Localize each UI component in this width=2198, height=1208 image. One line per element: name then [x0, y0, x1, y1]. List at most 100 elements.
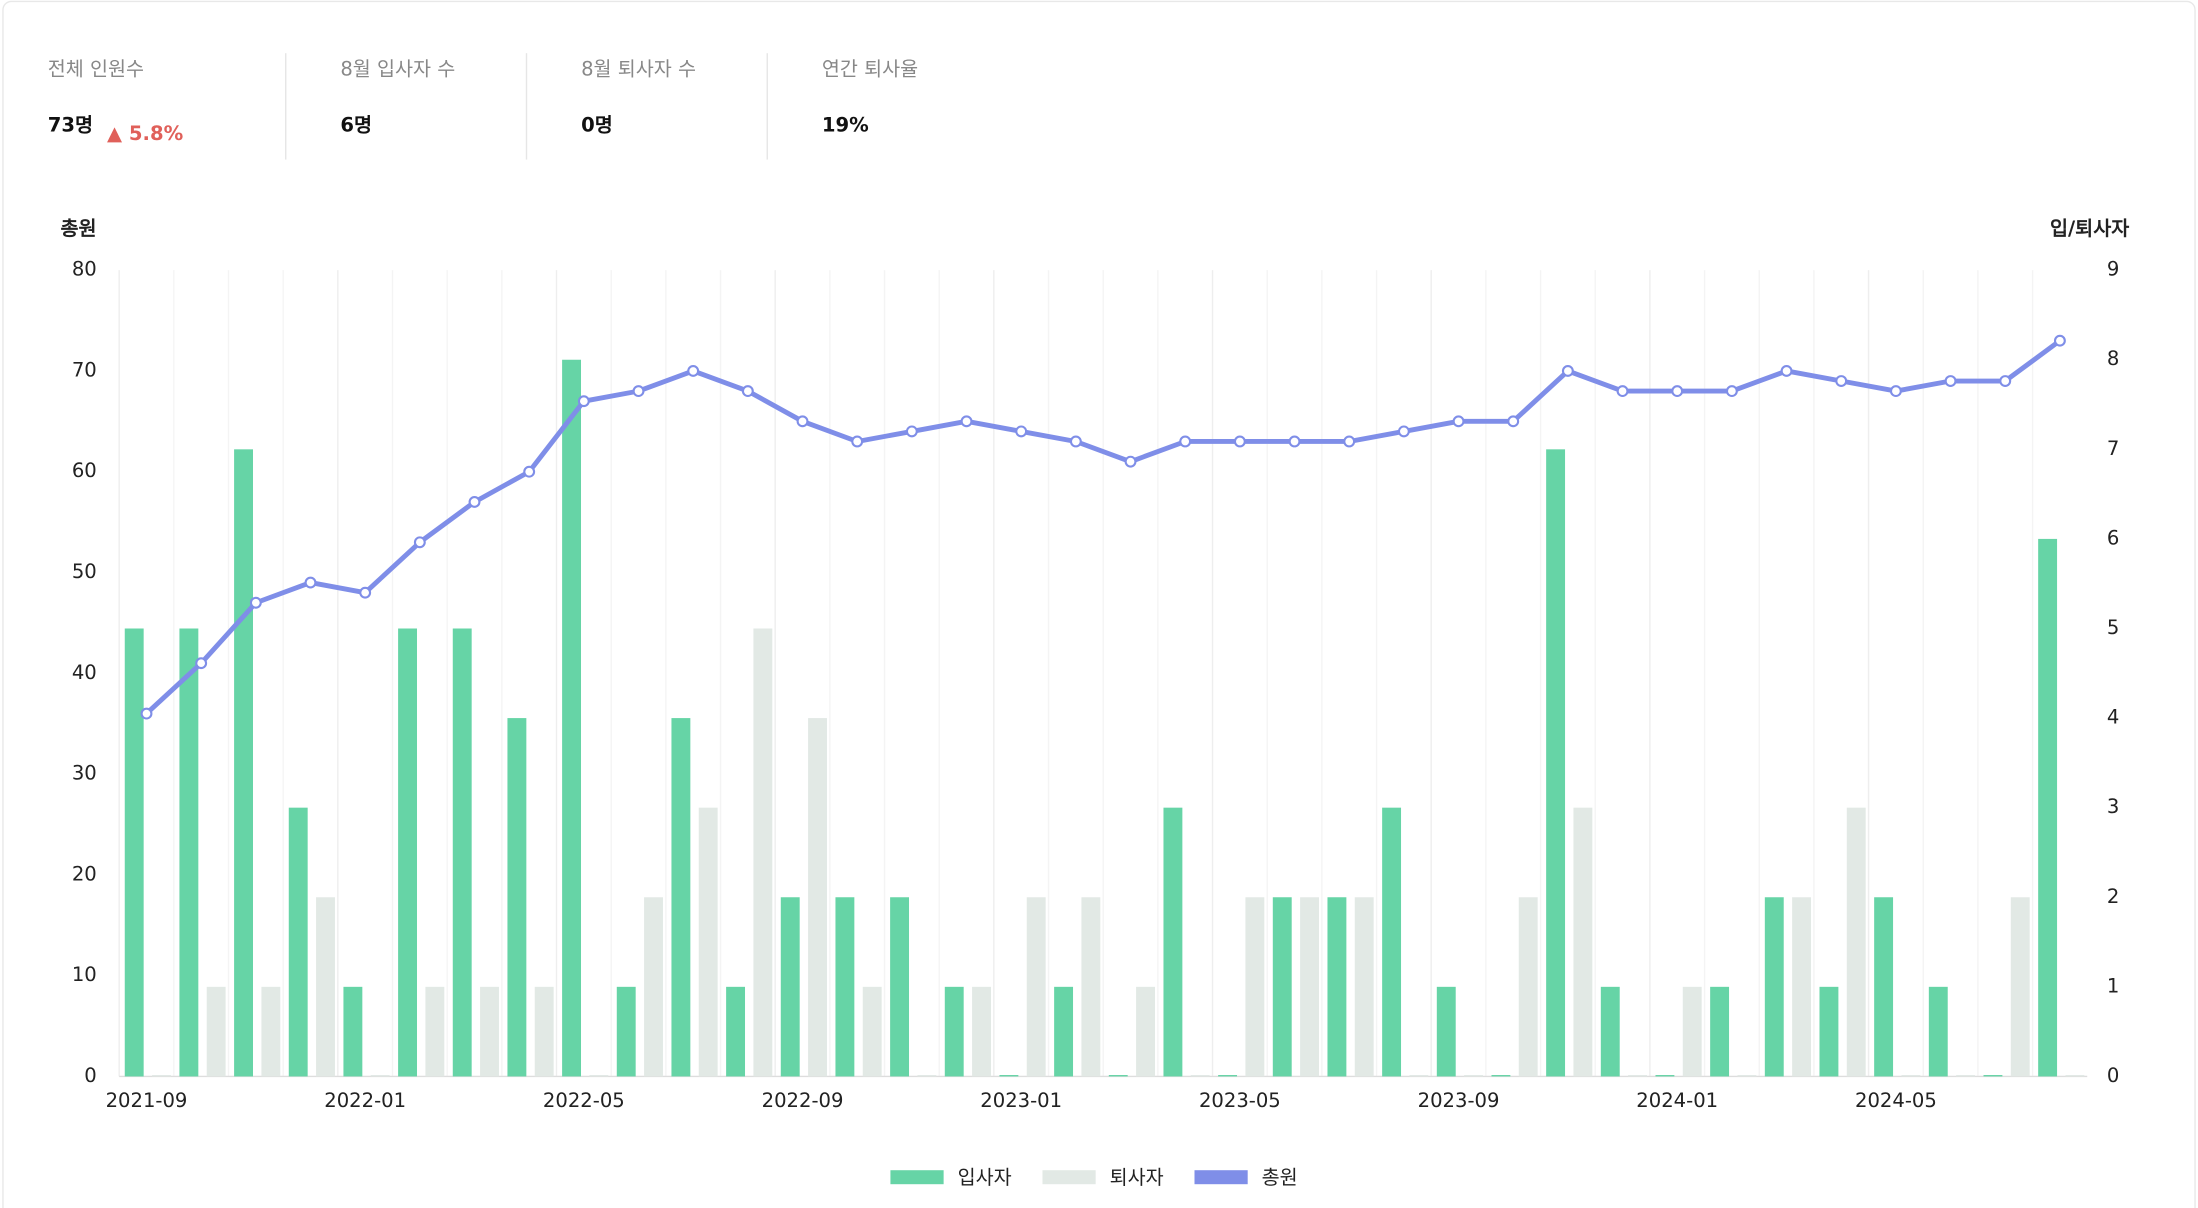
line-point	[249, 596, 262, 609]
stat-label: 8월 퇴사자 수	[581, 57, 696, 80]
bar	[1737, 1075, 1757, 1077]
bar	[1792, 897, 1812, 1077]
bar	[1464, 1075, 1484, 1077]
bar	[1218, 1075, 1238, 1077]
bar	[316, 897, 335, 1077]
x-tick-label: 2023-01	[980, 1089, 1062, 1112]
line-point	[1124, 455, 1137, 468]
legend-label: 총원	[1262, 1166, 1298, 1189]
bar	[1600, 986, 1620, 1077]
bar	[452, 628, 472, 1077]
x-tick-label: 2022-01	[324, 1089, 406, 1112]
bar	[671, 718, 691, 1077]
bar	[1819, 986, 1839, 1077]
line-point	[577, 395, 590, 408]
line-point	[1780, 364, 1793, 377]
bar	[1874, 897, 1894, 1077]
legend-label: 입사자	[958, 1166, 1012, 1189]
line-point	[304, 576, 317, 589]
bar	[179, 628, 199, 1077]
y-tick-label: 70	[72, 358, 97, 381]
x-tick-label: 2023-05	[1199, 1089, 1281, 1112]
bar	[1300, 897, 1319, 1077]
x-tick-label: 2022-05	[543, 1089, 625, 1112]
bar	[370, 1075, 390, 1077]
x-tick-label: 2024-01	[1636, 1089, 1718, 1112]
bar	[944, 986, 964, 1077]
legend-swatch	[1194, 1170, 1248, 1185]
bar	[726, 986, 746, 1077]
y2-tick-label: 4	[2107, 706, 2119, 729]
bar	[425, 986, 445, 1077]
line-point	[140, 707, 153, 720]
line-point	[1233, 435, 1246, 448]
bar	[288, 807, 308, 1077]
bar	[1655, 1075, 1675, 1077]
bar	[562, 359, 582, 1077]
line-point	[1999, 375, 2012, 387]
bar	[808, 718, 827, 1077]
bar	[780, 897, 800, 1077]
bar	[2010, 897, 2030, 1077]
y2-axis-title: 입/퇴사자	[2050, 217, 2129, 240]
bar	[261, 986, 281, 1077]
x-tick-label: 2022-09	[762, 1089, 844, 1112]
y-tick-label: 80	[72, 258, 97, 281]
bar	[1436, 986, 1456, 1077]
bar	[1491, 1075, 1511, 1077]
y2-tick-label: 0	[2107, 1064, 2119, 1087]
bar	[644, 897, 663, 1077]
bar	[1928, 986, 1948, 1077]
line-point	[632, 385, 645, 398]
line-point	[1835, 375, 1848, 387]
bar	[698, 807, 718, 1077]
line-point	[1288, 435, 1301, 448]
line-point	[359, 586, 372, 599]
stat-label: 연간 퇴사율	[822, 57, 918, 80]
stat-label: 전체 인원수	[48, 57, 144, 80]
y-tick-label: 60	[72, 459, 97, 482]
line-point	[1889, 385, 1902, 398]
line-point	[1069, 435, 1082, 448]
bar	[616, 986, 636, 1077]
y-axis-title: 총원	[61, 217, 97, 240]
bar	[1026, 897, 1046, 1077]
y2-tick-label: 3	[2107, 795, 2119, 818]
bar	[835, 897, 855, 1077]
line-point	[1452, 415, 1465, 428]
stat-value: 0명	[581, 113, 613, 136]
y2-tick-label: 7	[2107, 437, 2119, 460]
y2-tick-label: 9	[2107, 258, 2119, 281]
x-tick-label: 2024-05	[1855, 1089, 1937, 1112]
bar	[1081, 897, 1101, 1077]
line-point	[905, 425, 918, 438]
bar	[534, 986, 554, 1077]
bar	[1846, 807, 1866, 1077]
line	[144, 338, 2062, 716]
bar	[1054, 986, 1074, 1077]
bar	[890, 897, 910, 1077]
stat-change: ▲ 5.8%	[107, 122, 183, 145]
bar	[1764, 897, 1784, 1077]
stat-value: 6명	[340, 113, 372, 136]
bar	[972, 986, 991, 1077]
line-point	[523, 465, 536, 478]
y2-tick-label: 5	[2107, 616, 2119, 639]
stat-label: 8월 입사자 수	[340, 57, 455, 80]
bar	[1136, 986, 1155, 1077]
bar	[1573, 807, 1593, 1077]
line-point	[741, 385, 754, 398]
bar	[1409, 1075, 1429, 1077]
y-tick-label: 50	[72, 560, 97, 583]
bar	[206, 986, 226, 1077]
bar	[507, 718, 527, 1077]
bar	[1190, 1075, 1210, 1077]
line-point	[1725, 385, 1738, 398]
bar	[398, 628, 418, 1077]
bar	[480, 986, 499, 1077]
bar	[124, 628, 144, 1077]
line-point	[1015, 425, 1028, 438]
y2-tick-label: 6	[2107, 526, 2119, 549]
